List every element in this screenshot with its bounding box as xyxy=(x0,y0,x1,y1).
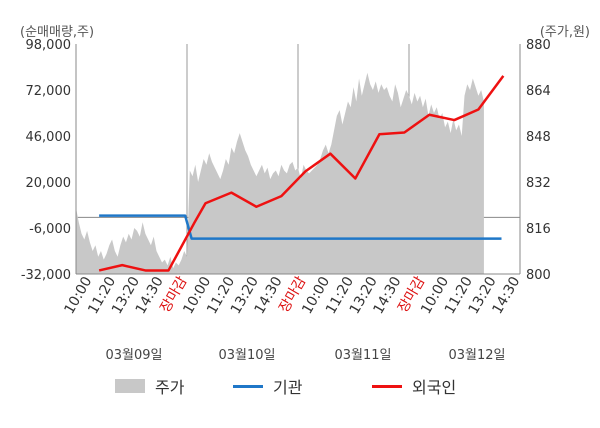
left-axis-unit: (순매매량,주) xyxy=(20,25,94,40)
date-label: 03월12일 xyxy=(448,348,505,363)
legend-swatch-institution xyxy=(233,384,263,388)
series-price-area xyxy=(76,72,484,274)
left-tick-label: 98,000 xyxy=(26,38,72,53)
date-label: 03월10일 xyxy=(218,348,275,363)
right-tick-label: 800 xyxy=(526,268,551,283)
x-axis-ticks: 10:0011:2013:2014:30장마감10:0011:2013:2014… xyxy=(61,274,523,317)
series-line-institution xyxy=(99,214,502,240)
right-tick-label: 848 xyxy=(526,130,551,145)
right-tick-label: 816 xyxy=(526,222,551,237)
right-axis-ticks: 880 864 848 832 816 800 xyxy=(526,38,551,283)
legend-item-price: 주가 xyxy=(115,372,184,400)
legend-label-institution: 기관 xyxy=(273,378,303,397)
legend-label-price: 주가 xyxy=(155,378,185,397)
legend-item-foreign: 외국인 xyxy=(372,372,456,400)
left-tick-label: 46,000 xyxy=(26,130,72,145)
series-lines xyxy=(98,75,505,272)
plot-frame xyxy=(75,44,521,275)
right-tick-label: 864 xyxy=(526,84,551,99)
right-axis-unit: (주가,원) xyxy=(540,25,590,40)
left-tick-label: 72,000 xyxy=(26,84,72,99)
left-tick-label: -32,000 xyxy=(21,268,71,283)
right-tick-label: 880 xyxy=(526,38,551,53)
left-axis-ticks: 98,000 72,000 46,000 20,000 -6,000 -32,000 xyxy=(21,38,71,283)
left-tick-label: 20,000 xyxy=(26,176,72,191)
legend: 주가 기관 외국인 xyxy=(0,372,600,400)
legend-swatch-price xyxy=(115,379,145,393)
date-label: 03월11일 xyxy=(334,348,391,363)
date-label: 03월09일 xyxy=(105,348,162,363)
legend-item-institution: 기관 xyxy=(233,372,302,400)
legend-swatch-foreign xyxy=(372,384,402,388)
series-line-foreign xyxy=(98,75,505,272)
right-tick-label: 832 xyxy=(526,176,551,191)
legend-label-foreign: 외국인 xyxy=(412,378,457,397)
left-tick-label: -6,000 xyxy=(29,222,71,237)
date-labels: 03월09일 03월10일 03월11일 03월12일 xyxy=(105,348,505,363)
price-area xyxy=(76,72,484,274)
